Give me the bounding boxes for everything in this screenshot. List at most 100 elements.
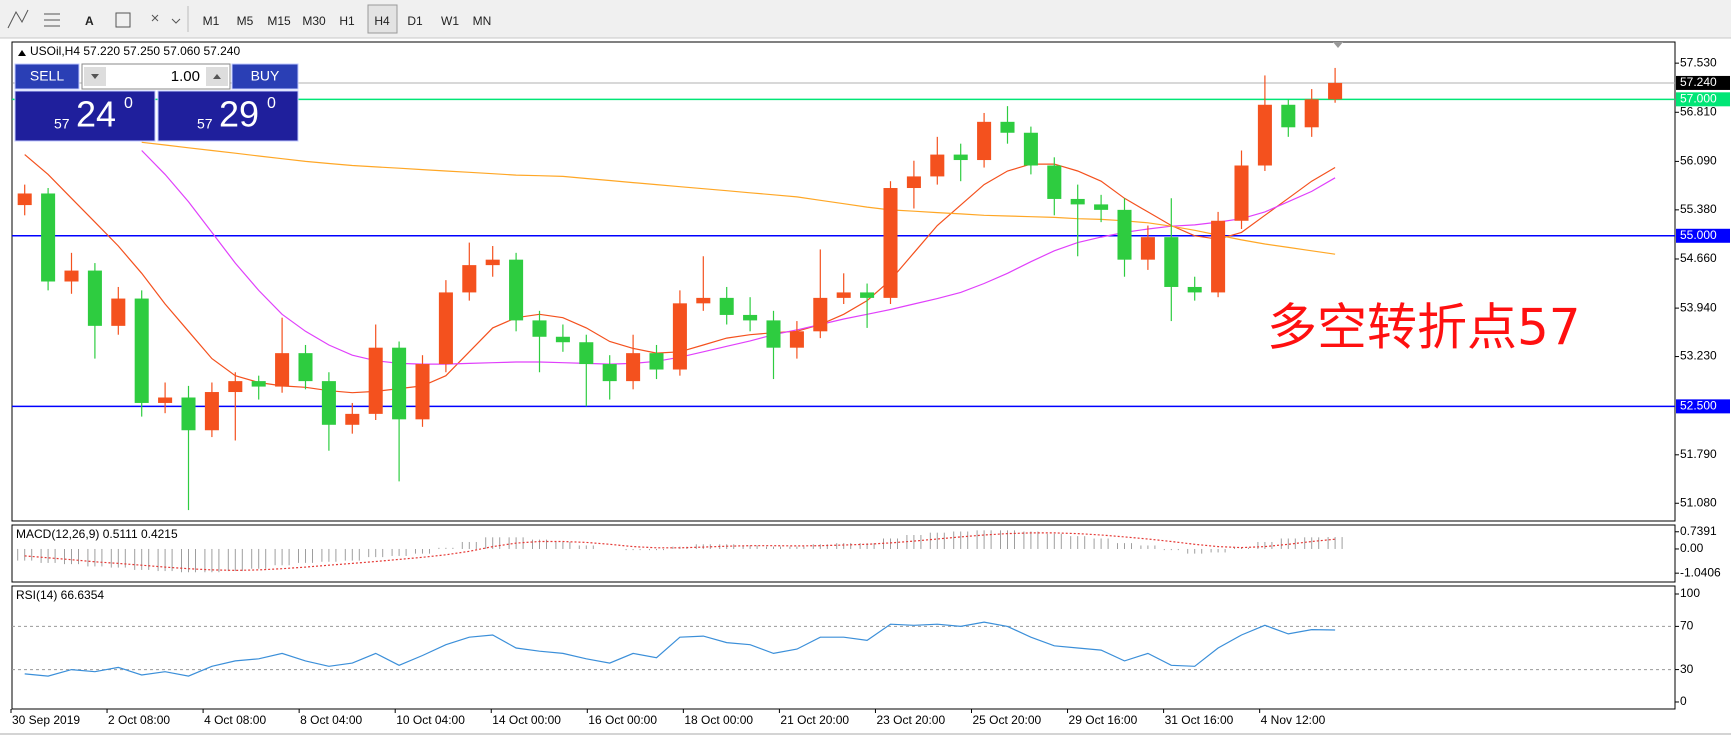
candle-body [860, 292, 875, 298]
candle-body [1047, 165, 1062, 199]
candle-body [462, 265, 477, 293]
icon-t[interactable]: A [85, 14, 94, 28]
one-click-trading: SELL 1.00 BUY 57 24 0 57 29 0 [14, 63, 299, 142]
x-tick-label: 31 Oct 16:00 [1165, 713, 1234, 727]
candle-body [1023, 132, 1038, 166]
shift-marker [1333, 42, 1343, 48]
timeframe-button[interactable]: M30 [302, 14, 326, 28]
candle-body [953, 154, 968, 161]
buy-label[interactable]: BUY [251, 68, 280, 84]
candle-body [672, 303, 687, 370]
sell-label[interactable]: SELL [30, 68, 64, 84]
arrow-up [213, 74, 221, 79]
bid-prefix: 57 [54, 116, 70, 132]
y-tick-label: 70 [1680, 619, 1694, 633]
ask-box[interactable] [157, 90, 299, 142]
candle-body [766, 320, 781, 348]
timeframe-button[interactable]: H4 [374, 14, 390, 28]
candle-body [1070, 198, 1085, 205]
candle-body [1187, 286, 1202, 293]
x-tick-label: 23 Oct 20:00 [876, 713, 945, 727]
x-tick-label: 2 Oct 08:00 [108, 713, 170, 727]
y-tick-label: 56.810 [1680, 104, 1717, 118]
icon-text[interactable] [115, 12, 131, 28]
chart-title: USOil,H4 57.220 57.250 57.060 57.240 [30, 44, 240, 58]
candle-body [883, 188, 898, 298]
candle-body [228, 381, 243, 393]
buy-button[interactable] [231, 63, 299, 90]
current-price-box [1676, 75, 1730, 90]
candle-body [368, 347, 383, 414]
x-tick-label: 14 Oct 00:00 [492, 713, 561, 727]
candle-body [789, 331, 804, 348]
candle-body [1257, 104, 1272, 166]
current-price-label: 57.240 [1680, 75, 1717, 89]
level-label: 57.000 [1680, 91, 1717, 105]
ask-sup: 0 [267, 95, 276, 112]
candle-body [134, 298, 149, 403]
candle-body [1000, 121, 1015, 133]
macd-panel [11, 524, 1676, 583]
y-tick-label: 55.380 [1680, 202, 1717, 216]
y-tick-label: 56.090 [1680, 154, 1717, 168]
y-tick-label: 30 [1680, 662, 1694, 676]
candle-body [415, 364, 430, 420]
candle-body [204, 392, 219, 431]
y-tick-label: 0.7391 [1680, 524, 1717, 538]
level-label-box [1676, 228, 1730, 243]
collapse-icon[interactable] [18, 50, 26, 56]
candle-body [438, 292, 453, 365]
x-tick-label: 21 Oct 20:00 [780, 713, 849, 727]
bid-big: 24 [76, 94, 116, 135]
x-tick-label: 25 Oct 20:00 [973, 713, 1042, 727]
candle-body [392, 347, 407, 420]
x-tick-label: 30 Sep 2019 [12, 713, 80, 727]
x-tick-label: 16 Oct 00:00 [588, 713, 657, 727]
icon-trendline[interactable] [7, 9, 29, 29]
candle-body [813, 297, 828, 332]
x-tick-label: 4 Oct 08:00 [204, 713, 266, 727]
candle-body [1234, 165, 1249, 221]
timeframe-button[interactable]: MN [473, 14, 492, 28]
candle-body [906, 176, 921, 189]
indicator-line [24, 532, 1336, 572]
sell-button[interactable] [14, 63, 80, 90]
x-tick-label: 8 Oct 04:00 [300, 713, 362, 727]
candle-body [836, 292, 851, 298]
timeframe-button[interactable]: M5 [237, 14, 254, 28]
candle-body [626, 353, 641, 382]
indicator-line [141, 141, 1336, 255]
active-timeframe[interactable] [367, 4, 398, 34]
candle-body [17, 193, 32, 206]
timeframe-button[interactable]: M1 [203, 14, 220, 28]
candle-body [321, 381, 336, 425]
lots-input[interactable] [81, 63, 231, 90]
bid-box[interactable] [14, 90, 156, 142]
candle-body [298, 353, 313, 382]
timeframe-button[interactable]: H1 [339, 14, 355, 28]
toolbar-icons[interactable] [7, 6, 189, 32]
candle-body [532, 320, 547, 337]
candle-body [743, 314, 758, 321]
timeframe-button[interactable]: W1 [441, 14, 459, 28]
x-tick-label: 4 Nov 12:00 [1261, 713, 1326, 727]
candle-body [345, 413, 360, 425]
lots-value[interactable]: 1.00 [171, 68, 200, 85]
candle-body [602, 364, 617, 382]
x-tick-label: 10 Oct 04:00 [396, 713, 465, 727]
timeframe-button[interactable]: D1 [407, 14, 423, 28]
y-tick-label: 51.790 [1680, 447, 1717, 461]
candle-body [930, 154, 945, 177]
candle-body [1117, 209, 1132, 260]
candle-body [1328, 82, 1343, 100]
icon-fibo[interactable] [44, 13, 60, 27]
icon-arrows[interactable] [151, 14, 181, 24]
level-label: 55.000 [1680, 228, 1717, 242]
candle-body [1211, 220, 1226, 293]
rsi-panel [11, 585, 1676, 710]
candle-body [485, 259, 500, 266]
toolbar [0, 0, 1731, 38]
candle-body [41, 193, 56, 282]
timeframe-button[interactable]: M15 [267, 14, 291, 28]
